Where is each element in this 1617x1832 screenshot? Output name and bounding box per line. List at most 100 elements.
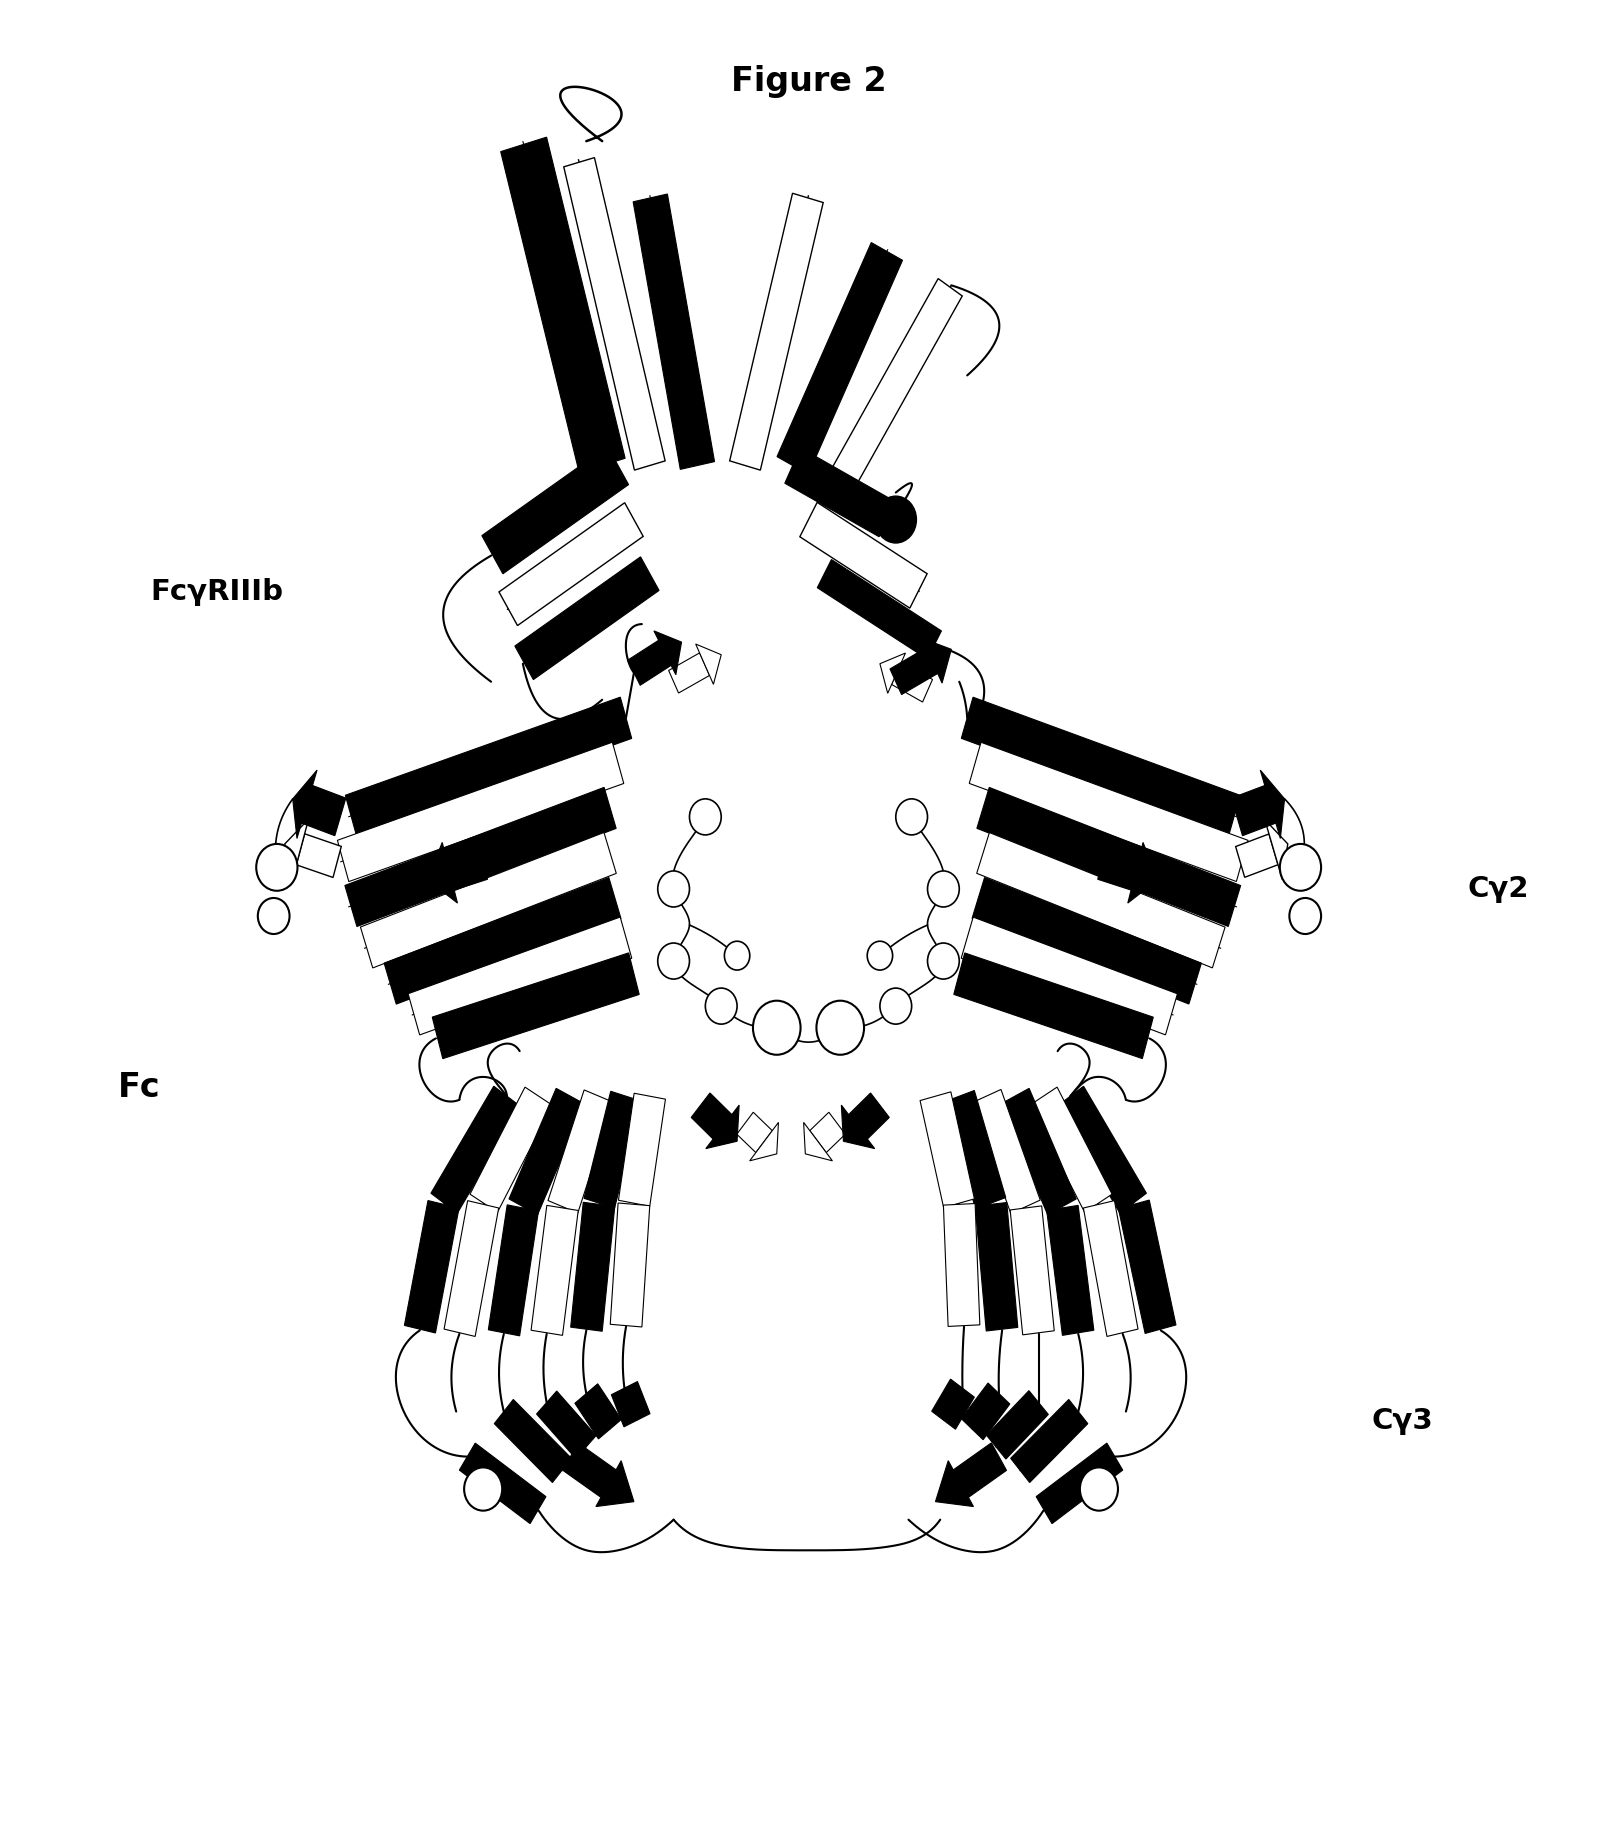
Circle shape [880,987,912,1024]
Circle shape [928,870,959,907]
Polygon shape [482,447,629,573]
Polygon shape [495,1400,571,1482]
Circle shape [257,898,289,934]
Polygon shape [576,1383,621,1438]
Circle shape [689,799,721,835]
Circle shape [875,496,917,542]
Polygon shape [301,786,346,835]
Polygon shape [597,1460,634,1506]
Text: Fc: Fc [118,1070,160,1103]
Polygon shape [954,953,1153,1059]
Polygon shape [828,278,962,493]
Polygon shape [571,1202,614,1332]
Text: Cγ2: Cγ2 [1467,876,1528,903]
Polygon shape [564,158,665,471]
Polygon shape [849,1094,889,1140]
Polygon shape [488,1205,538,1336]
Polygon shape [530,1205,579,1336]
Polygon shape [1046,1205,1093,1336]
Polygon shape [729,192,823,471]
Polygon shape [695,645,721,685]
Polygon shape [338,742,624,881]
Polygon shape [669,652,710,692]
Polygon shape [800,502,927,608]
Polygon shape [977,788,1240,927]
Polygon shape [1260,769,1284,839]
Polygon shape [954,1444,1006,1497]
Polygon shape [361,832,616,967]
Polygon shape [537,1390,597,1458]
Polygon shape [500,502,644,625]
Polygon shape [943,1204,980,1326]
Polygon shape [1001,1088,1077,1215]
Polygon shape [891,661,933,702]
Circle shape [724,942,750,971]
Polygon shape [618,1094,666,1205]
Polygon shape [1011,1400,1088,1482]
Polygon shape [430,1086,521,1213]
Polygon shape [346,698,632,837]
Polygon shape [563,1444,616,1497]
Polygon shape [584,1092,642,1207]
Polygon shape [804,1123,833,1161]
Polygon shape [969,742,1248,881]
Polygon shape [627,639,671,685]
Polygon shape [1264,819,1287,879]
Circle shape [1289,898,1321,934]
Polygon shape [296,834,341,878]
Polygon shape [931,1379,975,1429]
Circle shape [1279,845,1321,890]
Text: Figure 2: Figure 2 [731,66,886,99]
Polygon shape [778,242,902,474]
Polygon shape [707,1105,739,1149]
Polygon shape [920,1092,975,1207]
Polygon shape [972,878,1201,1004]
Polygon shape [737,1112,773,1152]
Polygon shape [1127,843,1158,903]
Polygon shape [1098,845,1140,890]
Circle shape [867,942,893,971]
Polygon shape [610,1204,650,1326]
Polygon shape [889,649,938,694]
Polygon shape [611,1381,650,1427]
Polygon shape [432,953,639,1059]
Polygon shape [293,769,317,839]
Polygon shape [1011,1205,1054,1336]
Polygon shape [445,1200,498,1336]
Polygon shape [977,832,1226,967]
Polygon shape [784,447,894,537]
Polygon shape [922,638,951,683]
Polygon shape [962,1383,1011,1440]
Polygon shape [501,137,626,473]
Polygon shape [344,788,616,927]
Polygon shape [975,1202,1017,1332]
Polygon shape [810,1112,846,1152]
Polygon shape [285,819,309,879]
Circle shape [658,870,689,907]
Circle shape [464,1467,503,1511]
Polygon shape [880,652,906,692]
Polygon shape [936,1460,973,1506]
Polygon shape [817,559,941,660]
Circle shape [658,943,689,978]
Polygon shape [404,1200,459,1334]
Polygon shape [1083,1200,1138,1336]
Polygon shape [1235,834,1277,878]
Polygon shape [445,845,487,890]
Polygon shape [986,1390,1048,1458]
Polygon shape [972,1090,1040,1213]
Polygon shape [750,1123,778,1161]
Circle shape [1080,1467,1117,1511]
Circle shape [705,987,737,1024]
Polygon shape [407,918,632,1035]
Polygon shape [1119,1200,1176,1334]
Text: Cγ3: Cγ3 [1371,1407,1434,1434]
Text: FcγRIIIb: FcγRIIIb [150,577,283,606]
Polygon shape [634,194,715,469]
Polygon shape [509,1088,585,1215]
Polygon shape [548,1090,614,1213]
Polygon shape [960,918,1177,1035]
Polygon shape [1058,1086,1146,1213]
Polygon shape [471,1086,553,1213]
Polygon shape [1232,786,1276,835]
